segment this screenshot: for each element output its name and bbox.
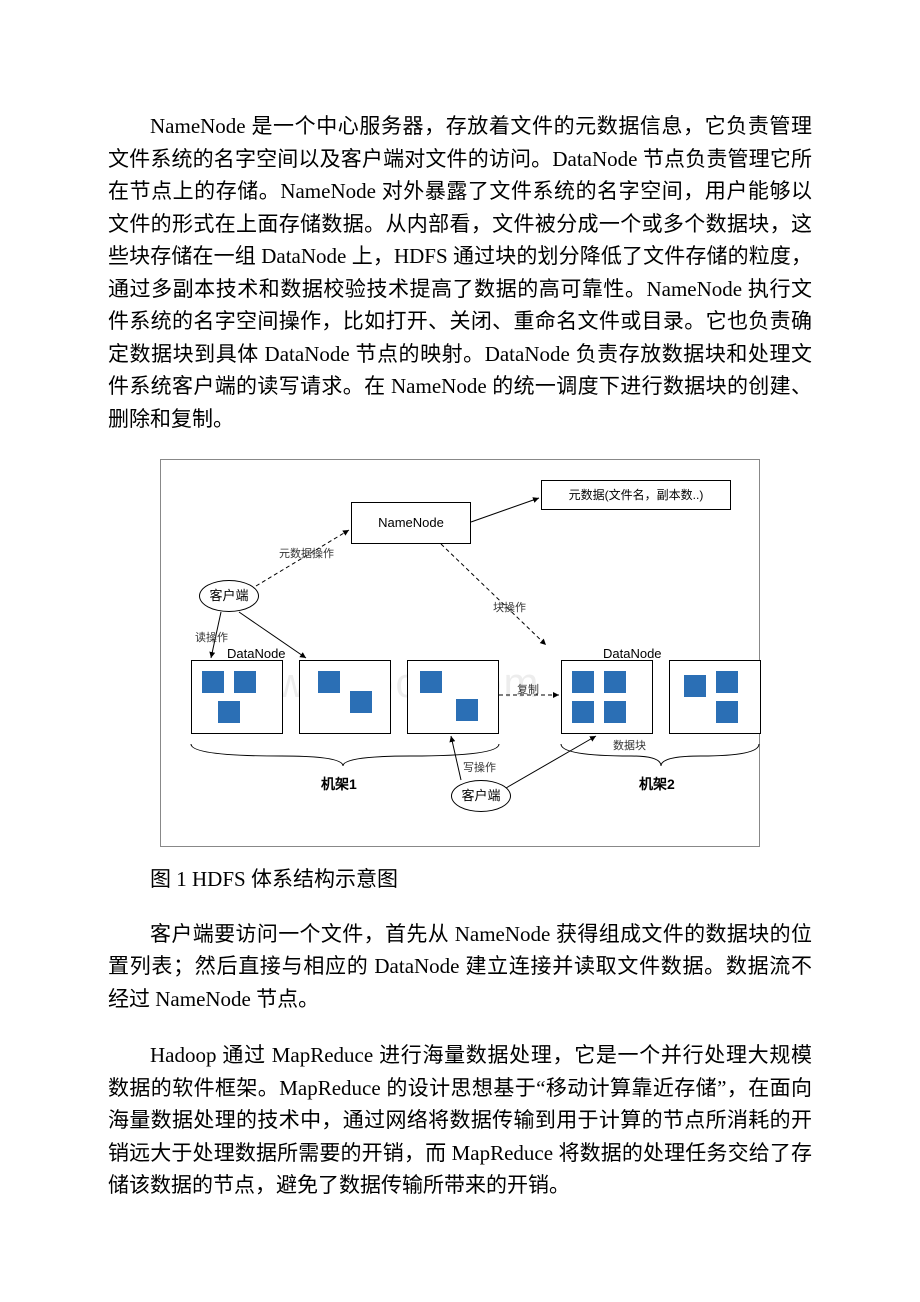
- figure-caption: 图 1 HDFS 体系结构示意图: [108, 863, 812, 896]
- data-block: [218, 701, 240, 723]
- label-copy: 复制: [517, 682, 539, 699]
- paragraph-1: NameNode 是一个中心服务器，存放着文件的元数据信息，它负责管理文件系统的…: [108, 110, 812, 435]
- figure-container: www.bdocx.com: [108, 459, 812, 857]
- rack1-label: 机架1: [321, 774, 357, 796]
- data-block: [684, 675, 706, 697]
- data-block: [716, 671, 738, 693]
- datanode-box: [299, 660, 391, 734]
- client-top: 客户端: [199, 580, 259, 612]
- namenode-box: NameNode: [351, 502, 471, 544]
- data-block: [456, 699, 478, 721]
- data-block: [572, 671, 594, 693]
- label-block-op: 块操作: [493, 600, 526, 617]
- data-block: [350, 691, 372, 713]
- data-block: [572, 701, 594, 723]
- metadata-box: 元数据(文件名，副本数..): [541, 480, 731, 510]
- datanode-box: [191, 660, 283, 734]
- datanode-box: [669, 660, 761, 734]
- rack2-label: 机架2: [639, 774, 675, 796]
- data-block: [234, 671, 256, 693]
- data-block: [202, 671, 224, 693]
- datanode-box: [561, 660, 653, 734]
- paragraph-2: 客户端要访问一个文件，首先从 NameNode 获得组成文件的数据块的位置列表；…: [108, 918, 812, 1016]
- label-read: 读操作: [195, 630, 228, 647]
- label-datablock: 数据块: [613, 738, 646, 755]
- paragraph-3: Hadoop 通过 MapReduce 进行海量数据处理，它是一个并行处理大规模…: [108, 1039, 812, 1202]
- data-block: [420, 671, 442, 693]
- data-block: [604, 671, 626, 693]
- data-block: [318, 671, 340, 693]
- datanode-box: [407, 660, 499, 734]
- label-write: 写操作: [463, 760, 496, 777]
- data-block: [716, 701, 738, 723]
- data-block: [604, 701, 626, 723]
- client-bottom: 客户端: [451, 780, 511, 812]
- label-meta-op: 元数据操作: [279, 546, 334, 563]
- hdfs-diagram: www.bdocx.com: [160, 459, 760, 847]
